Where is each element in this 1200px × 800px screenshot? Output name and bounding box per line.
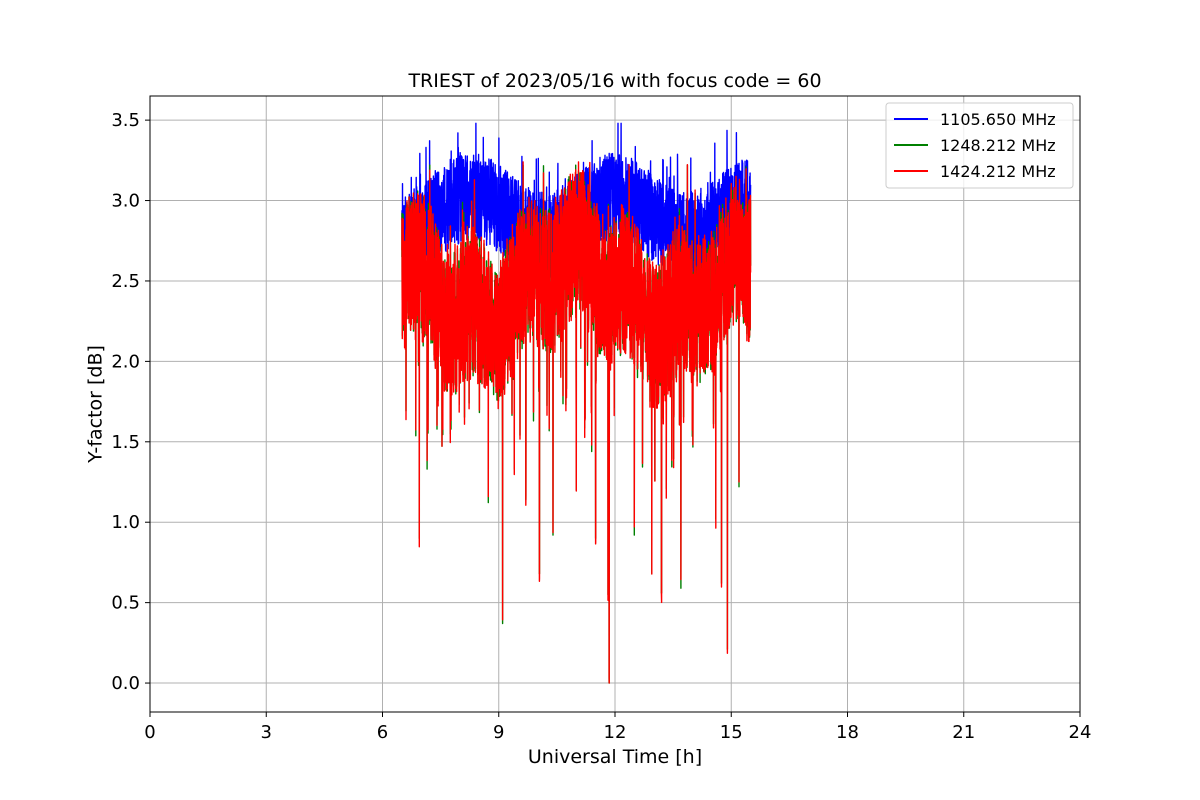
y-tick-label: 0.0: [111, 673, 140, 694]
x-tick-label: 18: [836, 722, 859, 743]
y-tick-label: 1.5: [111, 432, 140, 453]
legend-label: 1248.212 MHz: [940, 136, 1056, 155]
x-tick-label: 15: [720, 722, 743, 743]
legend-box: [885, 102, 1074, 189]
x-tick-label: 21: [952, 722, 975, 743]
y-tick-label: 1.0: [111, 512, 140, 533]
y-axis-title: Y-factor [dB]: [85, 345, 107, 464]
x-tick-label: 0: [144, 722, 155, 743]
legend-label: 1105.650 MHz: [940, 110, 1056, 129]
x-tick-label: 3: [261, 722, 272, 743]
legend-label: 1424.212 MHz: [940, 162, 1056, 181]
legend: 1105.650 MHz 1248.212 MHz 1424.212 MHz: [885, 102, 1074, 189]
y-tick-label: 2.5: [111, 271, 140, 292]
y-tick-label: 0.5: [111, 593, 140, 614]
series-line-1424-212-mhz: [401, 161, 752, 684]
x-axis-title: Universal Time [h]: [528, 746, 702, 768]
x-tick-label: 9: [493, 722, 504, 743]
x-tick-label: 24: [1069, 722, 1092, 743]
series-layer: [401, 122, 752, 684]
y-tick-label: 3.0: [111, 191, 140, 212]
y-tick-label: 2.0: [111, 351, 140, 372]
x-tick-label: 12: [604, 722, 627, 743]
x-tick-label: 6: [377, 722, 388, 743]
y-tick-label: 3.5: [111, 110, 140, 131]
chart-title: TRIEST of 2023/05/16 with focus code = 6…: [407, 70, 821, 92]
ticks: 0 3 6 9 12 15 18 21 24 0.0 0.5 1.0 1.5 2.0 2.5 3.0 3.5: [111, 110, 1091, 743]
